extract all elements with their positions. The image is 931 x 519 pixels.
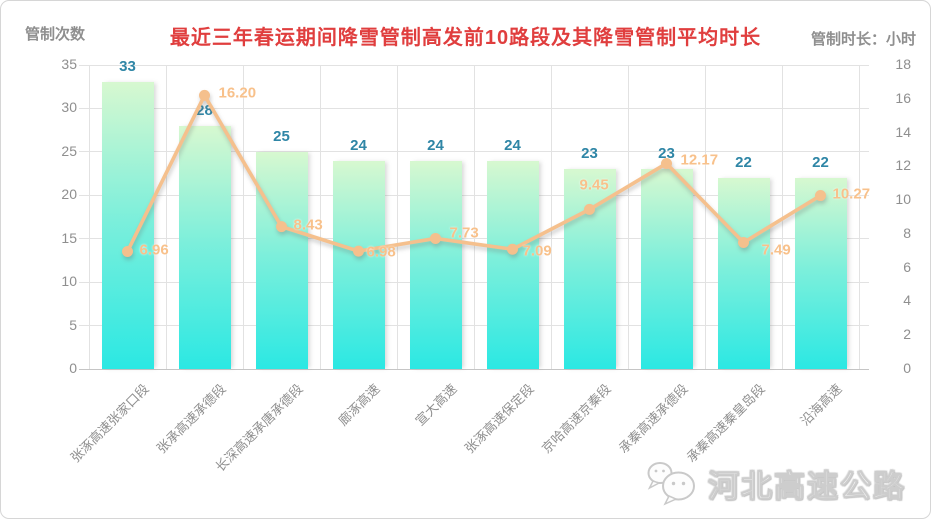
chart-title: 最近三年春运期间降雪管制高发前10路段及其降雪管制平均时长: [169, 27, 762, 49]
left-axis-tick: 35: [61, 56, 77, 72]
x-axis-label: 宣大高速: [412, 381, 461, 429]
right-axis-tick: 2: [903, 326, 911, 343]
x-axis-label: 张涿高速张家口段: [68, 381, 153, 466]
line-marker: [738, 237, 749, 249]
gridline-vertical: [242, 65, 244, 369]
line-value-label: 6.98: [366, 243, 396, 261]
gridline-vertical: [165, 65, 167, 369]
x-axis-label: 张承高速承德段: [154, 381, 230, 457]
x-axis-label: 承秦高速秦皇岛段: [684, 381, 769, 466]
gridline-vertical: [473, 65, 475, 369]
gridline-vertical: [550, 65, 552, 369]
line-value-label: 8.43: [293, 216, 323, 234]
left-axis-tick: 30: [61, 99, 77, 116]
line-value-label: 7.73: [449, 224, 479, 242]
plot-area: 33 28 25 24 24 24 23 23 22 22 6.96 16.20 8.43 6.98 7.7…: [79, 58, 870, 370]
line-value-label: 12.17: [680, 151, 719, 169]
wechat-icon: [647, 462, 695, 506]
bar-value-label: 23: [581, 145, 598, 163]
line-value-label: 7.49: [761, 241, 791, 258]
bar-value-label: 24: [427, 136, 444, 154]
line-value-label: 16.20: [218, 84, 257, 102]
right-axis-tick: 16: [895, 89, 911, 106]
line-value-label: 9.45: [579, 176, 609, 194]
line-marker: [430, 232, 441, 244]
left-axis-tick: 5: [69, 316, 77, 333]
left-axis-tick: 0: [69, 360, 77, 376]
bar: [101, 82, 154, 369]
gridline-vertical: [396, 65, 398, 369]
bar: [563, 169, 616, 369]
line-marker: [353, 245, 364, 257]
gridline-vertical: [319, 65, 321, 369]
line-value-label: 7.09: [522, 242, 552, 260]
x-axis-label: 张涿高速保定段: [462, 381, 538, 457]
bar: [332, 160, 385, 369]
line-marker: [815, 190, 826, 202]
gridline-vertical: [627, 65, 629, 369]
gridline-vertical: [858, 65, 860, 369]
bar: [409, 160, 462, 369]
gridline-vertical: [88, 65, 90, 369]
left-axis-tick: 25: [61, 142, 77, 159]
bar: [178, 125, 231, 369]
gridline: [79, 368, 869, 370]
line-marker: [122, 245, 133, 257]
bar-value-label: 22: [735, 153, 752, 171]
left-axis-tick: 10: [61, 273, 77, 290]
bar: [486, 160, 539, 369]
bar-value-label: 22: [812, 153, 829, 171]
line-marker: [584, 203, 595, 215]
right-axis-tick: 14: [895, 123, 911, 140]
duration-line-series: [122, 89, 826, 257]
line-marker: [661, 157, 672, 169]
right-axis-tick: 12: [895, 157, 911, 174]
bar: [794, 177, 847, 369]
line-marker: [199, 89, 210, 101]
x-axis-label: 廊涿高速: [335, 381, 384, 429]
watermark: 河北高速公路: [645, 460, 906, 506]
bar: [640, 169, 693, 369]
bar-value-label: 24: [504, 136, 521, 154]
right-axis-tick: 6: [903, 258, 911, 275]
x-axis-label: 沿海高速: [797, 381, 846, 429]
right-axis-tick: 0: [903, 360, 911, 376]
line-value-label: 10.27: [832, 185, 871, 203]
line-marker: [507, 243, 518, 255]
bar-value-label: 24: [350, 136, 367, 154]
bar-value-label: 23: [658, 145, 675, 163]
right-axis-tick: 4: [903, 292, 911, 309]
bar-value-label: 25: [273, 127, 290, 145]
right-axis-tick: 10: [895, 191, 911, 208]
line-marker: [276, 221, 287, 233]
right-axis-tick: 8: [903, 224, 911, 241]
right-axis-title: 管制时长：小时: [810, 31, 916, 48]
line-value-label: 6.96: [139, 241, 169, 259]
x-axis-label: 京哈高速京秦段: [539, 381, 615, 457]
left-axis-tick: 20: [61, 186, 77, 203]
left-axis-tick: 15: [61, 229, 77, 246]
gridline-vertical: [704, 65, 706, 369]
right-axis-tick: 18: [895, 56, 911, 72]
left-axis-title: 管制次数: [25, 26, 86, 43]
bar: [255, 151, 308, 369]
watermark-text: 河北高速公路: [708, 468, 906, 504]
x-axis-label: 承秦高速承德段: [616, 381, 692, 457]
bar: [717, 177, 770, 369]
bar-value-label: 33: [119, 58, 136, 76]
